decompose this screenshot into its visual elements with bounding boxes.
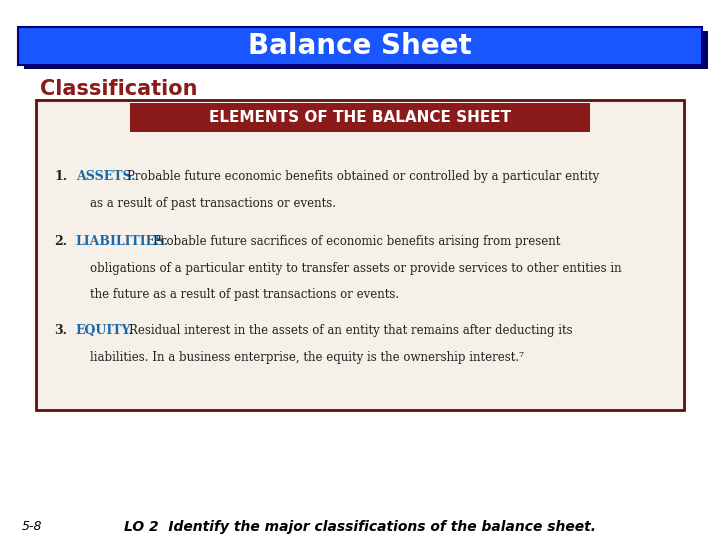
Text: Probable future sacrifices of economic benefits arising from present: Probable future sacrifices of economic b… (153, 235, 561, 248)
Bar (24, 31, 708, 69)
Text: liabilities. In a business enterprise, the equity is the ownership interest.⁷: liabilities. In a business enterprise, t… (90, 350, 524, 363)
Bar (36, 100, 684, 410)
Text: LIABILITIES.: LIABILITIES. (76, 235, 168, 248)
Text: obligations of a particular entity to transfer assets or provide services to oth: obligations of a particular entity to tr… (90, 261, 621, 274)
Bar (18, 27, 702, 65)
Text: Balance Sheet: Balance Sheet (248, 32, 472, 60)
Text: ELEMENTS OF THE BALANCE SHEET: ELEMENTS OF THE BALANCE SHEET (209, 110, 511, 125)
Text: the future as a result of past transactions or events.: the future as a result of past transacti… (90, 288, 399, 301)
Text: 1.: 1. (54, 170, 67, 183)
Text: Residual interest in the assets of an entity that remains after deducting its: Residual interest in the assets of an en… (129, 324, 572, 337)
Text: EQUITY.: EQUITY. (76, 324, 134, 337)
Text: 5-8: 5-8 (22, 520, 42, 533)
Text: LO 2  Identify the major classifications of the balance sheet.: LO 2 Identify the major classifications … (124, 519, 596, 534)
Bar (130, 103, 590, 132)
Text: Classification: Classification (40, 79, 197, 99)
Text: 2.: 2. (54, 235, 67, 248)
Text: Probable future economic benefits obtained or controlled by a particular entity: Probable future economic benefits obtain… (127, 170, 600, 183)
Text: as a result of past transactions or events.: as a result of past transactions or even… (90, 197, 336, 210)
Text: ASSETS.: ASSETS. (76, 170, 135, 183)
Text: 3.: 3. (54, 324, 67, 337)
